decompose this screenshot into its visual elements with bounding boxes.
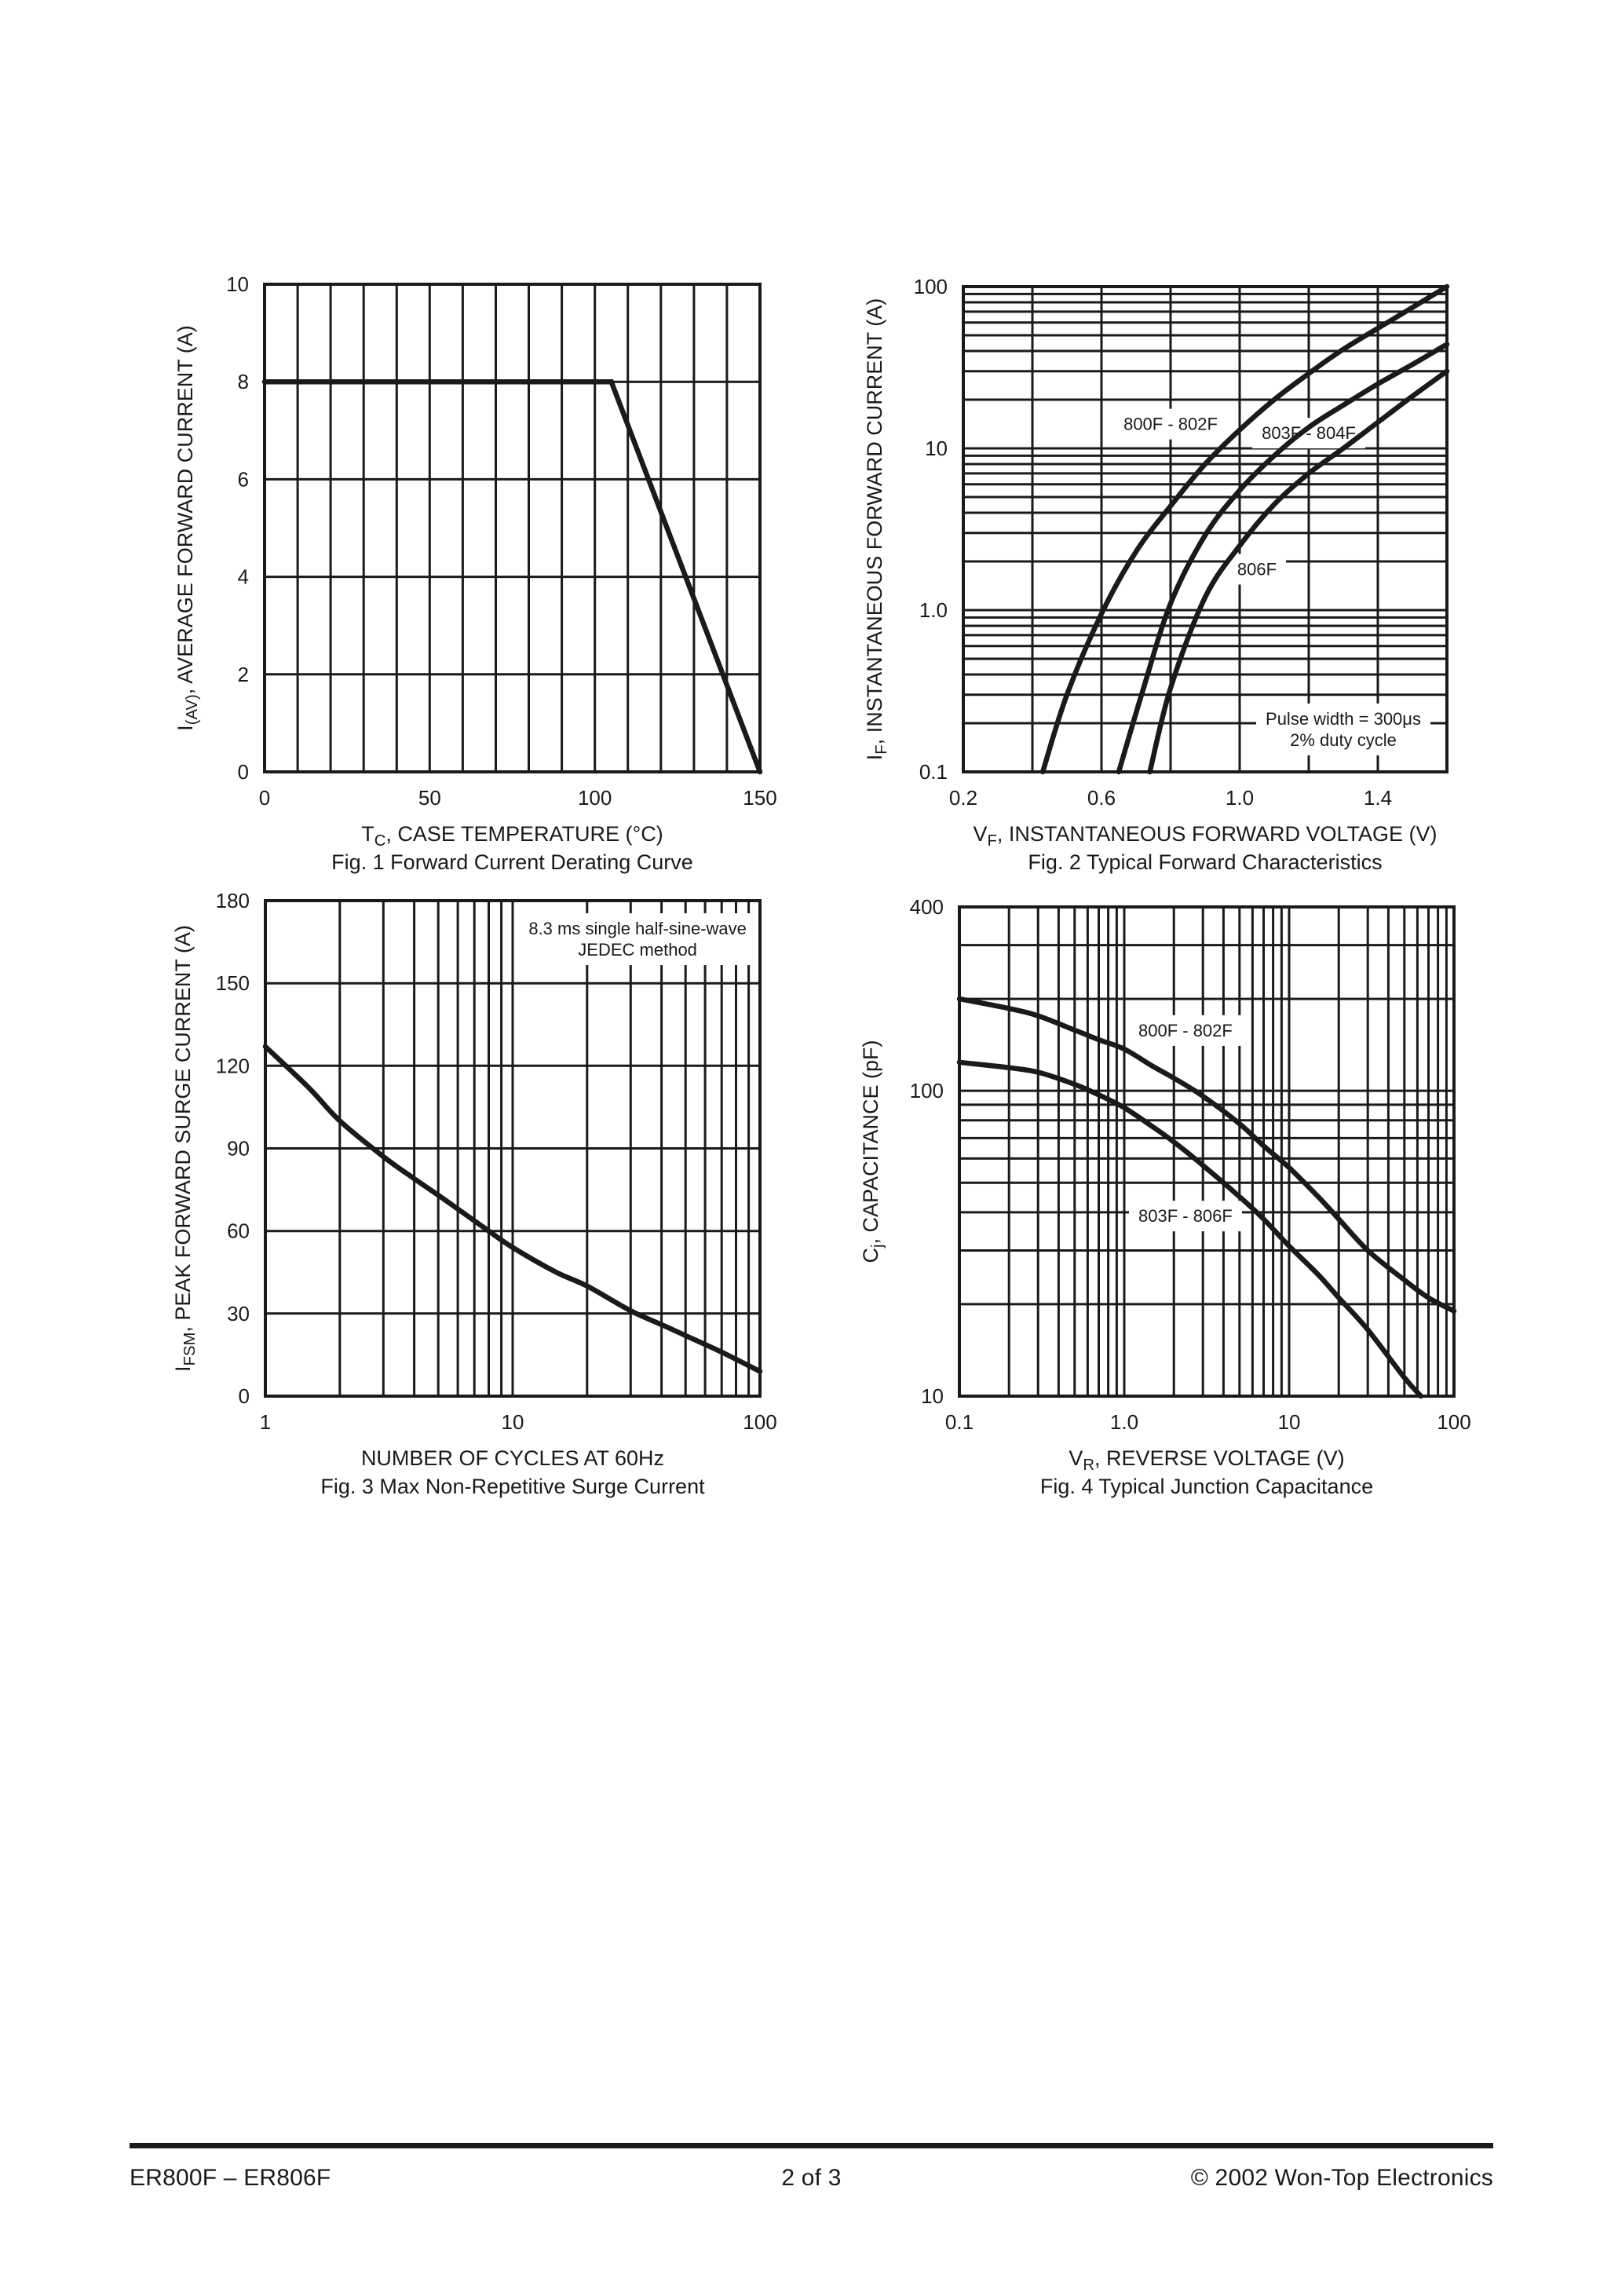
fig1-x-tick-0: 0 (259, 786, 270, 810)
fig3-curve-peak-forward-surge-current (262, 1044, 763, 1374)
fig4-x-tick-10: 10 (1278, 1410, 1301, 1434)
fig3-x-tick-1: 1 (260, 1410, 271, 1434)
fig1-x-tick-150: 150 (743, 786, 776, 810)
fig4-x-tick-100: 100 (1437, 1410, 1470, 1434)
fig2-y-axis-title: IF, INSTANTANEOUS FORWARD CURRENT (A) (863, 298, 890, 760)
fig3-grid (265, 901, 760, 1396)
fig2-x-tick-0.6: 0.6 (1087, 786, 1116, 810)
fig2-y-tick-100: 100 (914, 275, 948, 298)
fig4-annotation-1: 803F - 806F (1129, 1201, 1242, 1232)
fig3-y-tick-120: 120 (216, 1054, 250, 1077)
fig2-annotation-text: 2% duty cycle (1290, 730, 1397, 750)
fig2-curve-806F (1147, 368, 1450, 775)
fig4-plot-border (958, 905, 1456, 1398)
fig4-curve-803F-806F (956, 1059, 1424, 1399)
fig1-grid (265, 284, 760, 772)
fig4-curve-800F-802F (956, 996, 1457, 1314)
fig2-annotation-bg (1114, 408, 1227, 440)
fig3-x-tick-100: 100 (743, 1410, 776, 1434)
fig4-annotation-bg (1129, 1201, 1242, 1232)
fig2-chart: 0.2 0.6 1.0 1.4 100 10 1.0 0.1 VF, INSTANTANEOUS… (863, 275, 1450, 874)
fig4-y-axis-title: Cj, CAPACITANCE (pF) (859, 1040, 886, 1263)
fig1-curve-average-forward-current-limit (261, 378, 763, 775)
fig2-caption: Fig. 2 Typical Forward Characteristics (1028, 850, 1382, 874)
fig4-y-tick-10: 10 (921, 1384, 944, 1408)
fig4-annotation-text: 803F - 806F (1138, 1206, 1233, 1226)
fig1-y-tick-2: 2 (238, 663, 249, 686)
fig4-grid (959, 907, 1454, 1396)
fig2-y-tick-0.1: 0.1 (919, 760, 948, 784)
fig2-x-tick-1.0: 1.0 (1226, 786, 1254, 810)
fig3-y-tick-0: 0 (239, 1384, 250, 1408)
fig4-x-tick-1.0: 1.0 (1110, 1410, 1138, 1434)
fig4-annotation-0: 800F - 802F (1129, 1015, 1242, 1046)
fig4-annotation-text: 800F - 802F (1138, 1021, 1233, 1040)
fig4-chart: 0.1 1.0 10 100 400 100 10 VR, REVERSE VOLTAGE (… (859, 895, 1471, 1498)
fig1-curves (261, 378, 763, 775)
fig2-annotation-text: 800F - 802F (1123, 415, 1218, 434)
fig2-annotation-text: 806F (1237, 559, 1277, 579)
fig1-y-tick-8: 8 (238, 370, 249, 393)
fig3-y-tick-90: 90 (227, 1137, 250, 1161)
fig4-x-axis-title: VR, REVERSE VOLTAGE (V) (1069, 1446, 1344, 1474)
fig3-x-tick-10: 10 (502, 1410, 524, 1434)
fig1-y-tick-0: 0 (238, 760, 249, 784)
fig1-y-axis-title: I(AV), AVERAGE FORWARD CURRENT (A) (174, 325, 201, 731)
fig2-x-tick-1.4: 1.4 (1364, 786, 1392, 810)
footer-page-number: 2 of 3 (781, 2165, 842, 2191)
fig2-annotation-2: 806F (1227, 554, 1287, 585)
fig3-curves (262, 1044, 763, 1374)
fig3-y-tick-180: 180 (216, 889, 250, 912)
fig2-x-tick-0.2: 0.2 (949, 786, 977, 810)
fig1-chart: 0 50 100 150 0 2 4 6 8 10 TC, CASE TEMPERATURE (°C… (174, 272, 777, 874)
footer-part-number: ER800F – ER806F (130, 2165, 331, 2191)
fig4-x-tick-0.1: 0.1 (945, 1410, 974, 1434)
fig2-y-tick-10: 10 (925, 437, 948, 460)
fig1-x-axis-title: TC, CASE TEMPERATURE (°C) (361, 822, 663, 850)
fig2-grid (963, 287, 1447, 772)
fig1-y-tick-4: 4 (238, 565, 249, 589)
fig3-plot-border (264, 899, 762, 1398)
fig4-annotation-bg (1129, 1015, 1242, 1046)
fig3-y-tick-60: 60 (227, 1219, 250, 1243)
fig4-y-tick-400: 400 (910, 895, 944, 919)
fig3-caption: Fig. 3 Max Non-Repetitive Surge Current (320, 1475, 705, 1498)
fig1-plot-border (263, 283, 762, 773)
fig1-y-tick-6: 6 (238, 467, 249, 491)
fig2-annotation-text: Pulse width = 300μs (1266, 709, 1421, 729)
fig3-y-axis-title: IFSM, PEAK FORWARD SURGE CURRENT (A) (171, 925, 199, 1372)
fig2-plot-border (962, 285, 1448, 773)
fig1-x-tick-100: 100 (578, 786, 612, 810)
fig1-y-tick-10: 10 (226, 272, 249, 296)
fig2-annotation-bg (1227, 554, 1287, 585)
fig3-chart: 1 10 100 0 30 60 90 120 150 180 NUMBER OF CYCLES A… (171, 889, 777, 1498)
fig1-x-tick-50: 50 (418, 786, 441, 810)
fig4-y-tick-100: 100 (910, 1079, 944, 1102)
fig3-y-tick-30: 30 (227, 1302, 250, 1325)
fig3-annotation-bg (519, 913, 756, 966)
fig2-curve-800F-802F (1039, 283, 1450, 775)
fig1-caption: Fig. 1 Forward Current Derating Curve (331, 850, 693, 874)
fig2-annotation-bg (1256, 703, 1430, 755)
fig2-x-axis-title: VF, INSTANTANEOUS FORWARD VOLTAGE (V) (974, 822, 1438, 850)
footer-copyright: © 2002 Won-Top Electronics (1190, 2165, 1493, 2191)
fig4-caption: Fig. 4 Typical Junction Capacitance (1040, 1475, 1373, 1498)
fig3-annotation-text: JEDEC method (578, 940, 697, 960)
fig3-y-tick-150: 150 (216, 971, 250, 995)
fig2-curves (1039, 283, 1450, 775)
footer-rule (130, 2143, 1493, 2148)
fig4-curves (956, 996, 1457, 1399)
fig3-annotation-text: 8.3 ms single half-sine-wave (528, 919, 747, 938)
fig2-annotation-0: 800F - 802F (1114, 408, 1227, 440)
fig3-x-axis-title: NUMBER OF CYCLES AT 60Hz (361, 1446, 664, 1470)
fig3-annotation-0: 8.3 ms single half-sine-wave JEDEC method (519, 913, 756, 966)
footer: ER800F – ER806F 2 of 3 © 2002 Won-Top El… (130, 2165, 1493, 2192)
fig2-curve-803F-804F (1116, 342, 1450, 775)
fig2-y-tick-1.0: 1.0 (919, 598, 948, 622)
